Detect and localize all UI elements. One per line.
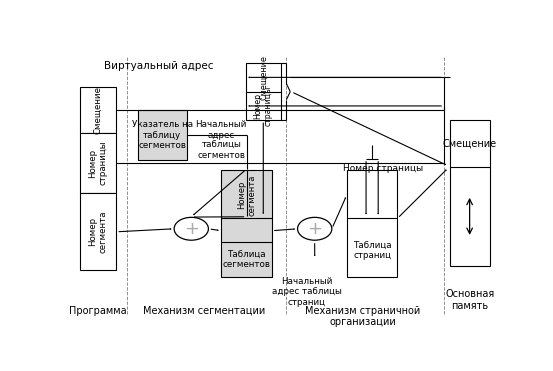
FancyBboxPatch shape bbox=[347, 170, 398, 278]
Text: Номер
сегмента: Номер сегмента bbox=[237, 174, 256, 216]
Text: Механизм страничной
организации: Механизм страничной организации bbox=[305, 306, 420, 327]
Text: Указатель на
таблицу
сегментов: Указатель на таблицу сегментов bbox=[132, 120, 193, 150]
Text: Номер
страницы: Номер страницы bbox=[88, 141, 108, 186]
Text: Таблица
страниц: Таблица страниц bbox=[353, 241, 392, 260]
Text: Смещение: Смещение bbox=[442, 138, 497, 148]
FancyBboxPatch shape bbox=[80, 193, 116, 270]
Text: Начальный
адрес
таблицы
сегментов: Начальный адрес таблицы сегментов bbox=[196, 120, 247, 160]
FancyBboxPatch shape bbox=[450, 120, 489, 266]
Text: Начальный
адрес таблицы
страниц: Начальный адрес таблицы страниц bbox=[272, 277, 342, 306]
Text: Основная
память: Основная память bbox=[445, 289, 494, 311]
Text: Номер
страницы: Номер страницы bbox=[254, 86, 273, 126]
Text: Номер
сегмента: Номер сегмента bbox=[88, 211, 108, 253]
Text: Смещение: Смещение bbox=[259, 55, 268, 100]
Text: Механизм сегментации: Механизм сегментации bbox=[143, 306, 265, 316]
FancyBboxPatch shape bbox=[80, 87, 116, 133]
Text: Виртуальный адрес: Виртуальный адрес bbox=[105, 61, 214, 71]
Text: Смещение: Смещение bbox=[93, 86, 102, 134]
Text: +: + bbox=[307, 220, 322, 238]
Text: Номер страницы: Номер страницы bbox=[342, 164, 422, 173]
FancyBboxPatch shape bbox=[246, 63, 281, 120]
FancyBboxPatch shape bbox=[80, 133, 116, 193]
FancyBboxPatch shape bbox=[138, 110, 187, 160]
FancyBboxPatch shape bbox=[221, 170, 272, 278]
Text: Программа: Программа bbox=[70, 306, 127, 316]
Text: Таблица
сегментов: Таблица сегментов bbox=[222, 250, 270, 269]
Text: +: + bbox=[184, 220, 199, 238]
